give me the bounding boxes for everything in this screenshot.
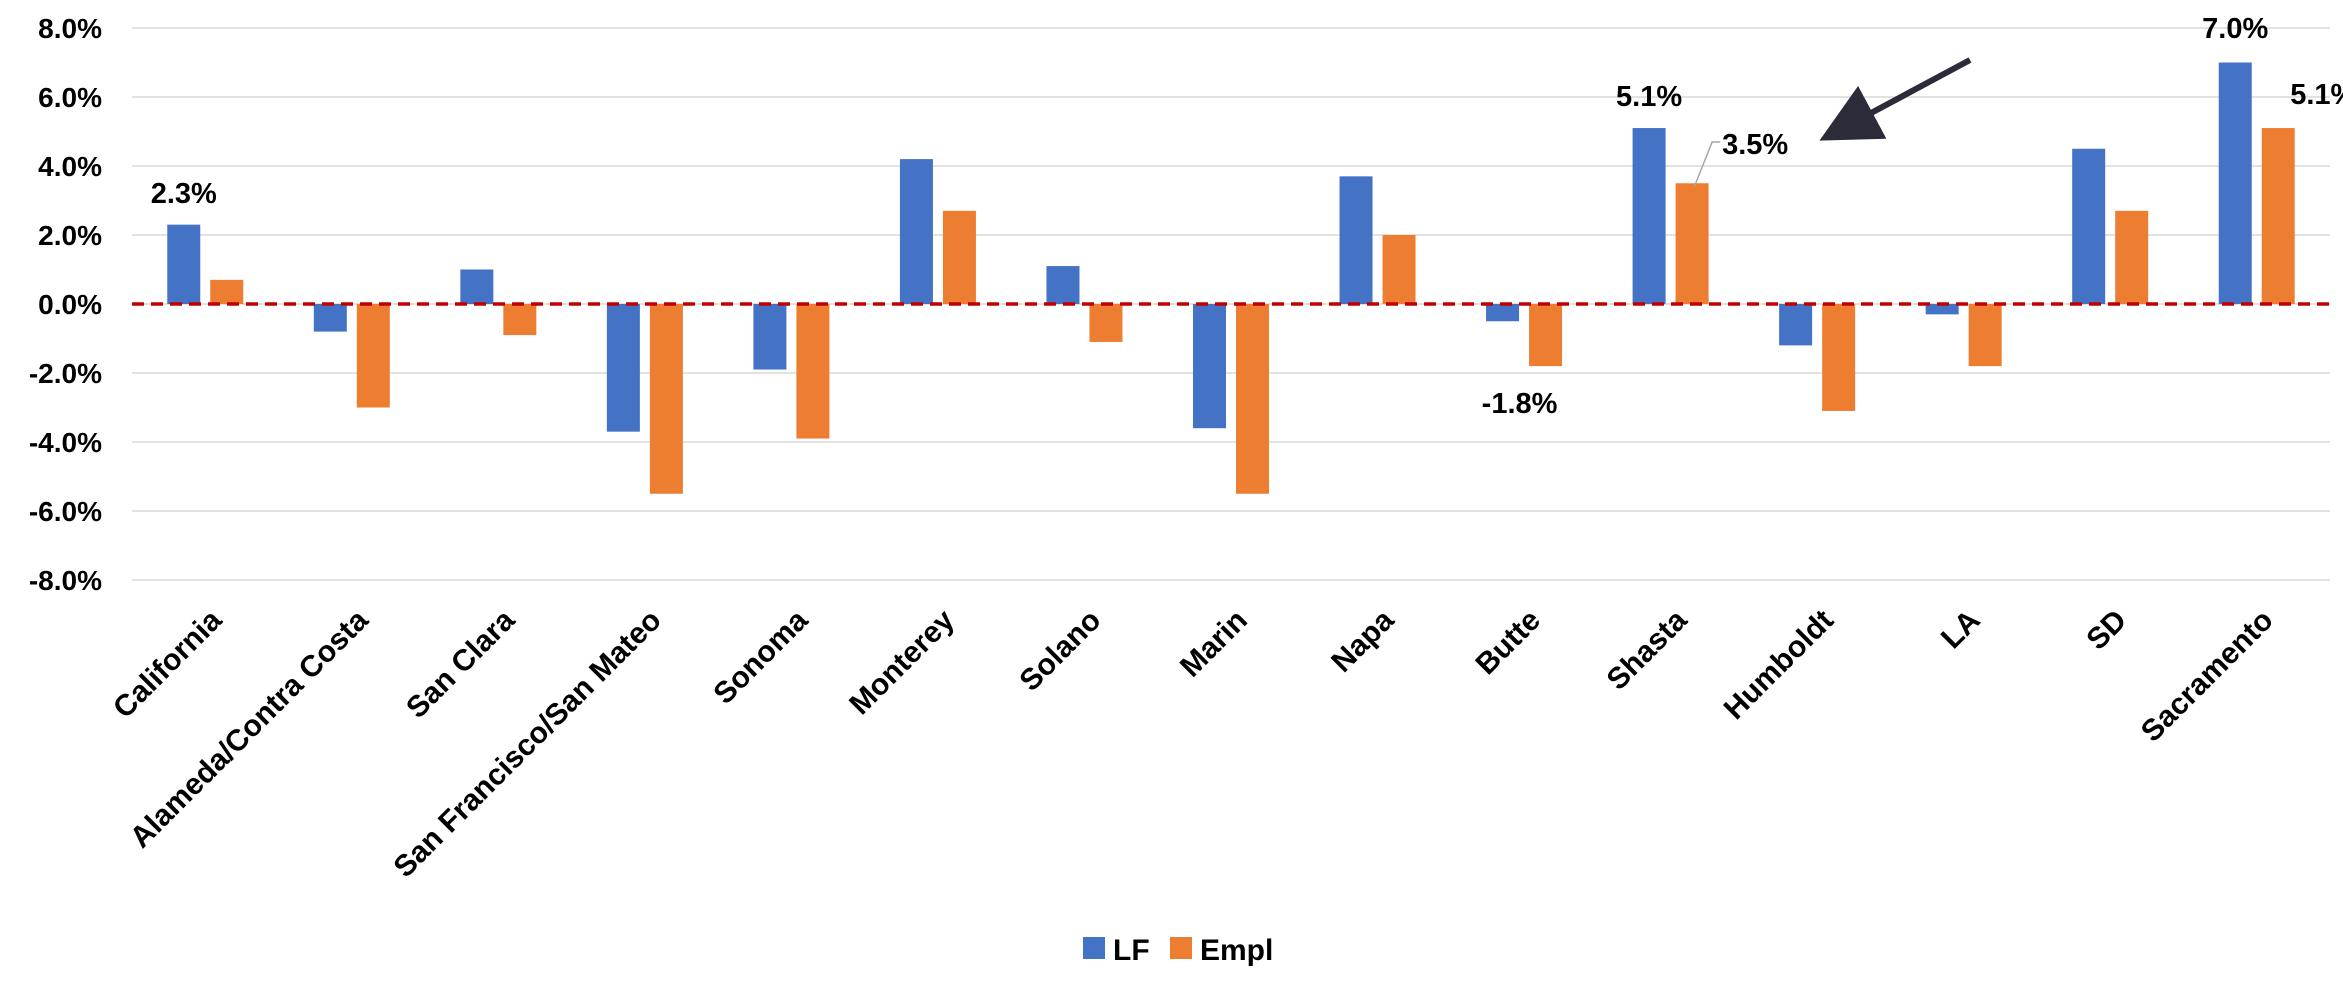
y-axis-ticks: 8.0% 6.0% 4.0% 2.0% 0.0% -2.0% -4.0% -6.0% -8.0% <box>29 13 102 596</box>
x-tick-label: Napa <box>1325 603 1400 678</box>
data-label: 7.0% <box>2202 13 2268 45</box>
legend-label-empl: Empl <box>1200 934 1273 967</box>
bar-lf <box>314 304 347 332</box>
bar-empl <box>1822 304 1855 411</box>
bar-empl <box>210 280 243 304</box>
bar-empl <box>2262 128 2295 304</box>
x-tick-label: Marin <box>1174 604 1254 684</box>
bar-lf <box>1193 304 1226 428</box>
bar-empl <box>357 304 390 408</box>
bar-lf <box>1633 128 1666 304</box>
bar-empl <box>1236 304 1269 494</box>
data-label: 2.3% <box>151 178 217 210</box>
bar-lf <box>1779 304 1812 345</box>
y-tick-label: -6.0% <box>29 496 102 527</box>
x-tick-label: San Clara <box>400 603 521 724</box>
data-label: 5.1% <box>1616 81 1682 113</box>
y-tick-label: 6.0% <box>38 82 102 113</box>
x-tick-label: San Francisco/San Mateo <box>387 604 667 884</box>
data-label: -1.8% <box>1482 388 1558 420</box>
bars <box>167 63 2294 494</box>
bar-lf <box>1486 304 1519 321</box>
legend-swatch-empl <box>1170 937 1192 959</box>
y-tick-label: -4.0% <box>29 427 102 458</box>
bar-lf <box>900 159 933 304</box>
bar-lf <box>753 304 786 370</box>
x-tick-label: Shasta <box>1601 603 1694 696</box>
x-tick-label: Sacramento <box>2135 604 2280 749</box>
bar-lf <box>2219 63 2252 305</box>
x-tick-label: Sonoma <box>707 603 814 710</box>
y-tick-label: -2.0% <box>29 358 102 389</box>
x-tick-label: Solano <box>1013 604 1107 698</box>
bar-empl <box>1529 304 1562 366</box>
bar-lf <box>2072 149 2105 304</box>
bar-empl <box>650 304 683 494</box>
bar-lf <box>167 225 200 304</box>
y-tick-label: 2.0% <box>38 220 102 251</box>
legend: LF Empl <box>1083 934 1273 967</box>
x-tick-label: California <box>107 603 228 724</box>
bar-lf <box>460 270 493 305</box>
x-tick-label: Butte <box>1469 604 1547 682</box>
x-tick-label: Humboldt <box>1718 604 1840 726</box>
legend-label-lf: LF <box>1113 934 1150 967</box>
y-tick-label: 4.0% <box>38 151 102 182</box>
bar-lf <box>607 304 640 432</box>
bar-empl <box>796 304 829 439</box>
x-tick-label: Monterey <box>843 603 961 721</box>
bar-empl <box>503 304 536 335</box>
bar-lf <box>1340 176 1373 304</box>
bar-empl <box>943 211 976 304</box>
y-tick-label: -8.0% <box>29 565 102 596</box>
bar-lf <box>1046 266 1079 304</box>
leader-line <box>1694 142 1720 187</box>
bar-empl <box>1676 183 1709 304</box>
y-tick-label: 0.0% <box>38 289 102 320</box>
x-tick-label: Alameda/Contra Costa <box>124 603 375 854</box>
y-tick-label: 8.0% <box>38 13 102 44</box>
x-tick-label: SD <box>2080 604 2133 657</box>
x-tick-label: LA <box>1935 604 1987 656</box>
bar-empl <box>1969 304 2002 366</box>
bar-empl <box>1089 304 1122 342</box>
data-label: 5.1% <box>2290 79 2343 111</box>
bar-empl <box>2115 211 2148 304</box>
bar-empl <box>1383 235 1416 304</box>
legend-swatch-lf <box>1083 937 1105 959</box>
data-label: 3.5% <box>1722 129 1788 161</box>
